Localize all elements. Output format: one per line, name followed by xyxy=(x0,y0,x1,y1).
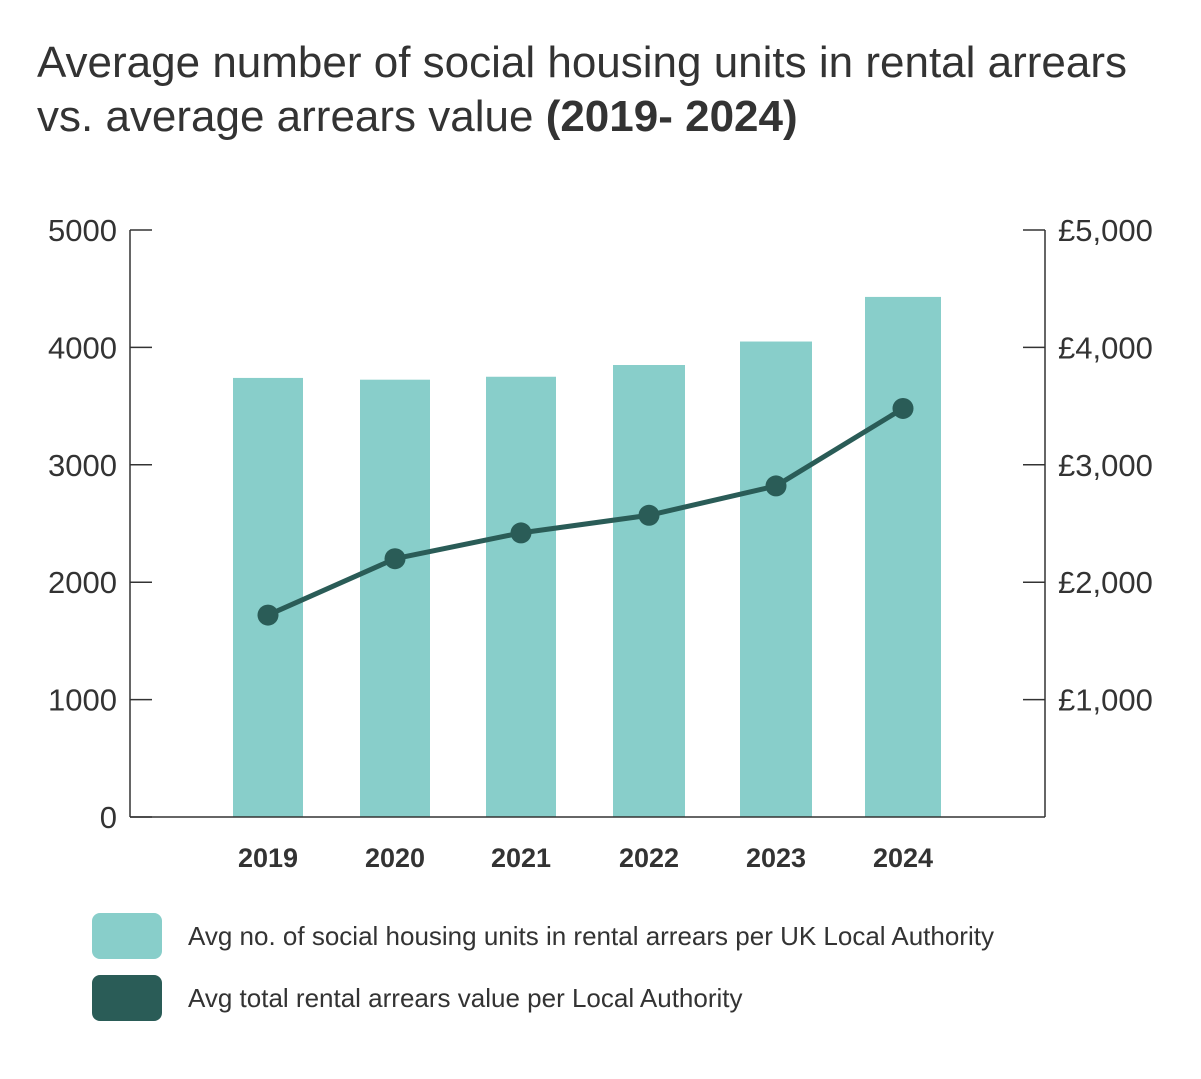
y-left-tick-label: 1000 xyxy=(48,683,117,718)
x-tick-label-2023: 2023 xyxy=(746,843,806,873)
legend-label-units: Avg no. of social housing units in renta… xyxy=(188,920,994,951)
chart-title-period: (2019- 2024) xyxy=(545,92,798,141)
bar-2022 xyxy=(613,365,685,817)
bar-2021 xyxy=(486,376,556,817)
legend-swatch-bar xyxy=(92,913,162,959)
legend-item-value: Avg total rental arrears value per Local… xyxy=(92,975,743,1021)
x-tick-label-2020: 2020 xyxy=(365,843,425,873)
legend-label-value: Avg total rental arrears value per Local… xyxy=(188,982,743,1013)
legend-item-units: Avg no. of social housing units in renta… xyxy=(92,913,994,959)
line-series-arrears-value xyxy=(266,406,905,618)
bar-2024 xyxy=(865,296,941,818)
line-point-2019 xyxy=(257,604,279,626)
line-point-2021 xyxy=(510,522,532,544)
y-right-tick-label: £5,000 xyxy=(1058,213,1153,248)
y-left-tick-label: 4000 xyxy=(48,330,117,365)
y-left-tick-label: 3000 xyxy=(48,448,117,483)
y-right-tick-label: £2,000 xyxy=(1058,565,1153,600)
y-right-tick-label: £4,000 xyxy=(1058,330,1153,365)
line-point-2024 xyxy=(892,397,914,419)
bar-2020 xyxy=(360,379,430,817)
legend-swatch-line xyxy=(92,975,162,1021)
y-left-tick-label: 0 xyxy=(100,800,117,835)
x-tick-label-2024: 2024 xyxy=(873,843,933,873)
chart-title: Average number of social housing units i… xyxy=(37,36,1167,144)
y-right-tick-label: £3,000 xyxy=(1058,448,1153,483)
bar-2019 xyxy=(233,377,303,817)
y-right-tick-label: £1,000 xyxy=(1058,683,1153,718)
line-point-2023 xyxy=(765,475,787,497)
line-point-2022 xyxy=(638,504,660,526)
x-tick-label-2022: 2022 xyxy=(619,843,679,873)
line-point-2020 xyxy=(384,548,406,570)
bar-2023 xyxy=(740,341,812,817)
x-tick-label-2021: 2021 xyxy=(491,843,551,873)
x-tick-label-2019: 2019 xyxy=(238,843,298,873)
y-left-tick-label: 5000 xyxy=(48,213,117,248)
chart-title-main: Average number of social housing units i… xyxy=(37,38,1128,141)
y-left-tick-label: 2000 xyxy=(48,565,117,600)
